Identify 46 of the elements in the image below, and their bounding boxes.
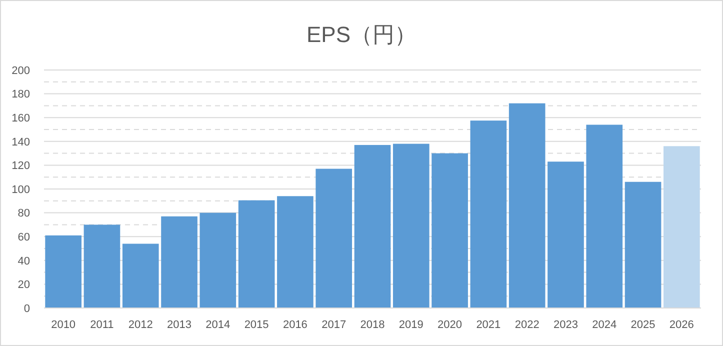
bar bbox=[548, 162, 584, 308]
x-tick-label: 2025 bbox=[630, 319, 656, 331]
y-tick-label: 140 bbox=[12, 136, 30, 148]
x-tick-label: 2016 bbox=[282, 319, 308, 331]
x-tick-label: 2026 bbox=[669, 319, 694, 331]
bar bbox=[161, 216, 198, 308]
bar bbox=[586, 124, 623, 308]
x-tick-label: 2021 bbox=[476, 319, 501, 331]
bar bbox=[200, 212, 236, 308]
x-tick-label: 2017 bbox=[322, 319, 346, 331]
y-tick-label: 80 bbox=[18, 208, 30, 220]
x-tick-label: 2011 bbox=[90, 319, 114, 331]
y-tick-label: 20 bbox=[18, 279, 30, 292]
x-tick-label: 2019 bbox=[398, 319, 424, 331]
y-tick-label: 200 bbox=[12, 64, 30, 77]
y-tick-label: 60 bbox=[18, 231, 30, 244]
bar bbox=[45, 235, 82, 308]
bar bbox=[84, 224, 120, 308]
bar bbox=[277, 196, 314, 308]
y-tick-label: 160 bbox=[12, 112, 30, 124]
bar bbox=[122, 244, 159, 308]
bar bbox=[432, 153, 468, 308]
x-tick-label: 2018 bbox=[360, 319, 385, 331]
bar bbox=[316, 168, 352, 308]
x-tick-label: 2014 bbox=[206, 319, 230, 331]
bar bbox=[392, 144, 430, 308]
bar bbox=[354, 144, 391, 308]
x-tick-label: 2012 bbox=[128, 319, 153, 331]
y-tick-label: 120 bbox=[12, 160, 30, 172]
x-tick-label: 2023 bbox=[553, 319, 578, 331]
chart-title: EPS（円） bbox=[306, 22, 417, 47]
y-tick-label: 180 bbox=[12, 88, 30, 101]
y-tick-label: 40 bbox=[18, 255, 30, 268]
x-tick-label: 2024 bbox=[592, 319, 617, 331]
bar bbox=[238, 200, 275, 308]
x-tick-label: 2015 bbox=[244, 319, 269, 331]
y-tick-label: 100 bbox=[12, 184, 30, 196]
bar bbox=[624, 182, 662, 308]
y-tick-label: 0 bbox=[24, 302, 30, 315]
x-tick-label: 2010 bbox=[51, 319, 76, 331]
x-tick-label: 2022 bbox=[514, 319, 540, 331]
x-tick-label: 2020 bbox=[438, 319, 462, 331]
bar bbox=[508, 103, 546, 308]
x-tick-label: 2013 bbox=[167, 319, 192, 331]
bar bbox=[470, 120, 507, 308]
bar bbox=[664, 146, 700, 308]
